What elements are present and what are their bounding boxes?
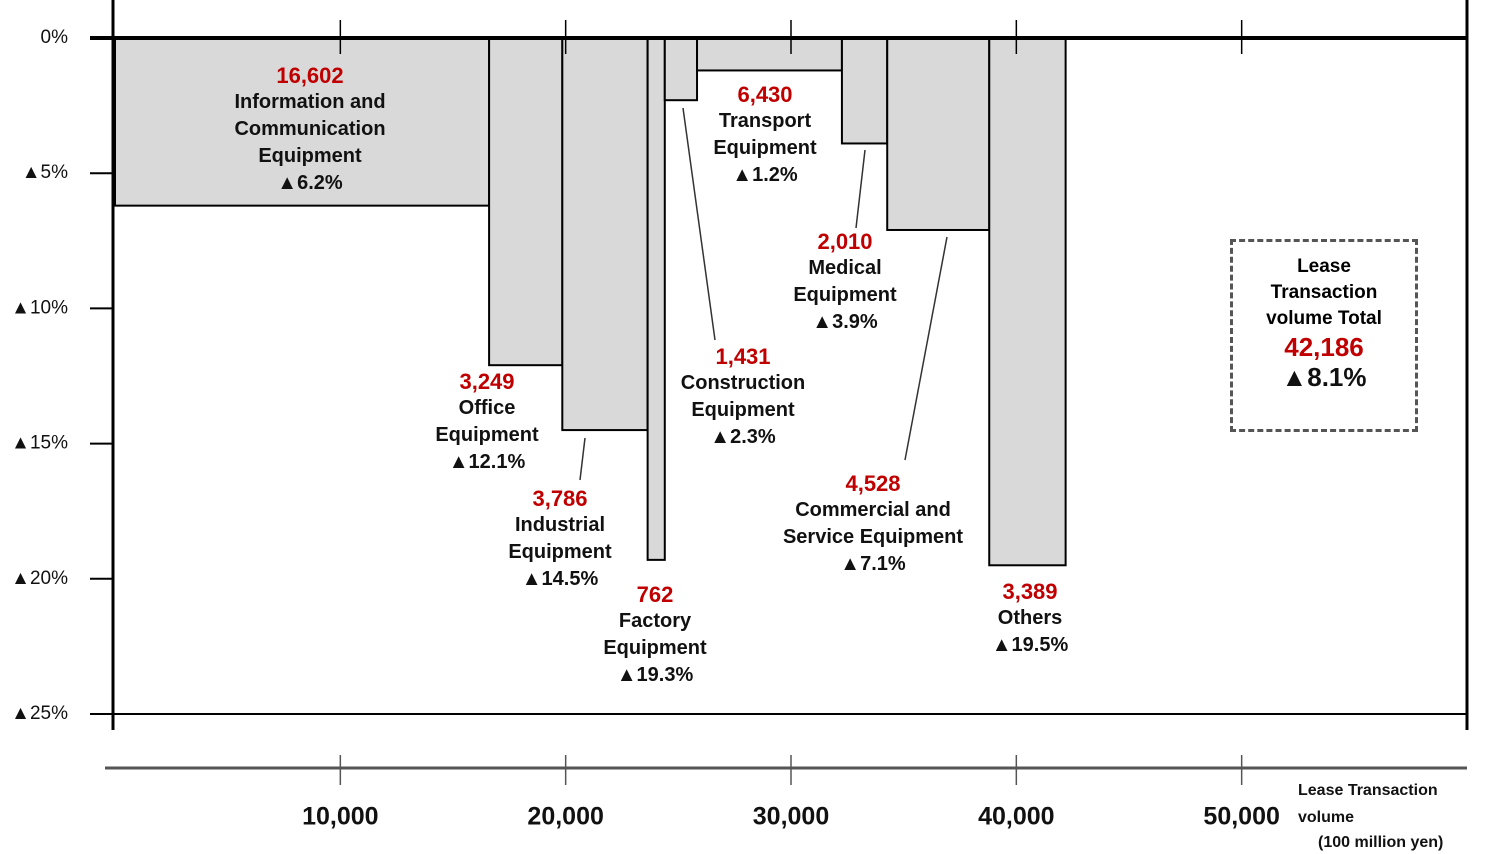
change-label: ▲7.1% [840,553,906,575]
bar [988,37,1067,567]
category-label: 2,010 Medical Equipment ▲3.9% [775,228,915,336]
category-label: 16,602 Information and Communication Equi… [205,62,415,197]
leader-line [904,236,948,461]
category-label: 3,389 Others ▲19.5% [960,578,1100,659]
volume-label: 3,249 [459,369,515,394]
change-label: ▲19.3% [616,664,694,686]
category-label: 3,786 Industrial Equipment ▲14.5% [490,485,630,593]
y-tick-label: ▲15% [11,433,68,454]
category-name: Transport Equipment [713,110,817,159]
category-name: Information and Communication Equipment [234,91,386,167]
volume-label: 16,602 [276,63,344,88]
change-label: ▲14.5% [521,568,599,590]
y-tick-label: ▲25% [11,703,68,724]
y-tick-label: 0% [41,27,69,48]
y-tick-label: ▲20% [11,568,68,589]
bar [488,37,564,367]
total-change: ▲8.1% [1281,362,1367,392]
leader-line [579,437,586,481]
y-tick-label: ▲10% [11,297,68,318]
bar [646,37,666,561]
change-label: ▲12.1% [448,451,526,473]
category-name: Commercial and Service Equipment [782,499,964,548]
x-axis-label: (100 million yen) [1318,834,1444,851]
category-name: Construction Equipment [680,372,806,421]
category-label: 6,430 Transport Equipment ▲1.2% [695,81,835,189]
category-name: Others [997,607,1063,629]
leader-line [682,107,716,341]
category-name: Office Equipment [435,397,539,446]
category-name: Industrial Equipment [508,514,612,563]
volume-label: 2,010 [817,229,873,254]
volume-label: 6,430 [737,82,793,107]
change-label: ▲19.5% [991,634,1069,656]
bar [696,37,843,72]
x-axis-label: Lease Transaction [1298,782,1438,799]
change-label: ▲2.3% [710,426,776,448]
volume-label: 4,528 [845,471,901,496]
x-tick-label: 40,000 [978,803,1054,831]
category-name: Factory Equipment [603,610,707,659]
change-label: ▲6.2% [277,172,343,194]
x-axis-label: volume [1298,809,1355,826]
y-tick-label: ▲5% [22,162,68,183]
category-name: Medical Equipment [793,257,897,306]
x-tick-label: 10,000 [302,803,378,831]
volume-label: 1,431 [715,344,771,369]
category-label: 3,249 Office Equipment ▲12.1% [417,368,557,476]
x-tick-label: 50,000 [1203,803,1279,831]
leader-line [855,149,866,229]
volume-label: 762 [636,582,674,607]
change-label: ▲3.9% [812,311,878,333]
x-tick-label: 30,000 [753,803,829,831]
bar [886,37,991,231]
x-tick-label: 20,000 [527,803,603,831]
category-label: 762 Factory Equipment ▲19.3% [585,581,725,689]
bar [561,37,649,432]
category-label: 4,528 Commercial and Service Equipment ▲7.… [758,470,988,578]
total-label: Lease Transaction volume Total [1266,256,1382,329]
bar [663,37,699,102]
category-label: 1,431 Construction Equipment ▲2.3% [663,343,823,451]
total-box: Lease Transaction volume Total 42,186 ▲8… [1230,239,1418,432]
bar [840,37,889,145]
volume-label: 3,389 [1002,579,1058,604]
change-label: ▲1.2% [732,164,798,186]
total-value: 42,186 [1284,332,1364,362]
volume-label: 3,786 [532,486,588,511]
